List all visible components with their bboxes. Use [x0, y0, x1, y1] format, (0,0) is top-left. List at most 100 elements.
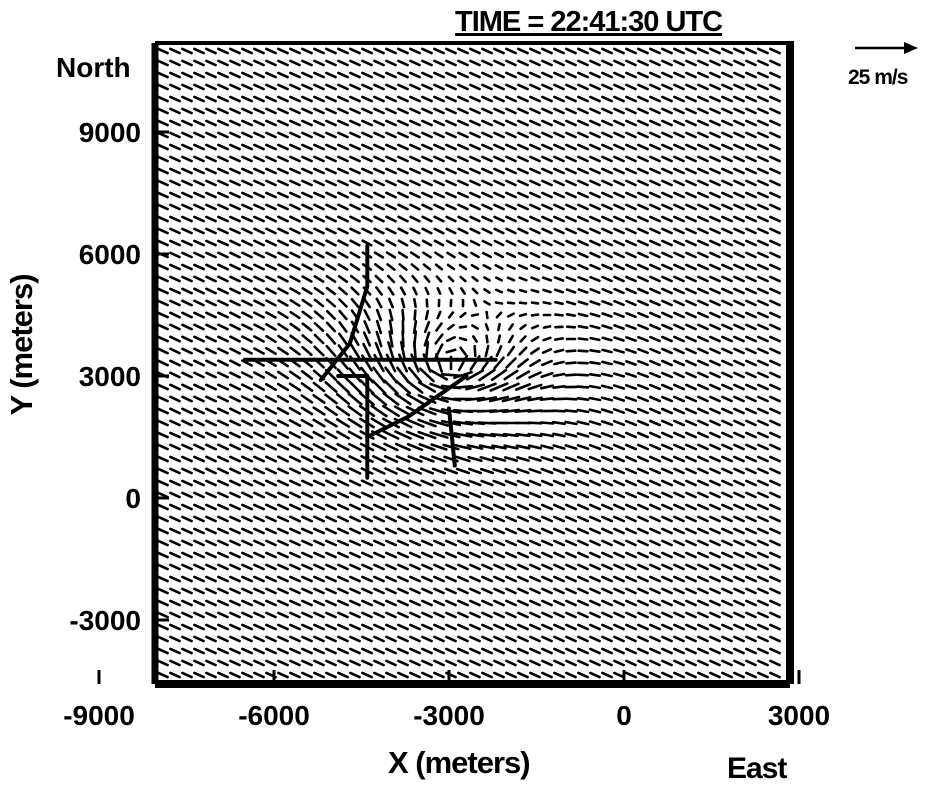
wind-vector	[205, 347, 217, 355]
wind-vector	[301, 563, 313, 571]
wind-vector	[564, 409, 578, 413]
wind-vector	[697, 203, 709, 211]
wind-vector	[601, 71, 613, 79]
wind-vector	[769, 239, 781, 247]
wind-vector	[301, 539, 313, 547]
wind-vector	[229, 599, 241, 607]
wind-vector	[193, 515, 205, 523]
wind-vector	[456, 479, 470, 487]
wind-vector	[445, 587, 457, 595]
wind-vector	[157, 263, 169, 271]
wind-vector	[397, 131, 409, 139]
wind-vector	[265, 239, 277, 247]
wind-vector	[577, 119, 589, 127]
wind-vector	[636, 455, 650, 463]
wind-vector	[455, 467, 471, 475]
wind-vector	[169, 227, 181, 235]
wind-vector	[649, 251, 661, 259]
wind-vector	[661, 95, 673, 103]
wind-vector	[769, 455, 781, 463]
wind-vector	[588, 396, 602, 402]
wind-vector	[733, 599, 745, 607]
wind-vector	[564, 503, 578, 511]
wind-vector	[325, 227, 337, 235]
wind-vector	[469, 599, 481, 607]
wind-vector	[434, 263, 444, 271]
wind-vector	[697, 131, 709, 139]
wind-vector	[660, 371, 674, 379]
wind-vector	[589, 119, 601, 127]
wind-vector	[288, 370, 302, 380]
wind-vector	[684, 431, 698, 439]
wind-vector	[337, 263, 349, 271]
wind-vector	[217, 563, 229, 571]
wind-vector	[541, 191, 553, 199]
wind-vector	[300, 467, 314, 475]
wind-vector	[181, 419, 193, 427]
wind-vector	[769, 563, 781, 571]
wind-vector	[157, 575, 169, 583]
wind-vector	[553, 551, 565, 559]
wind-vector	[421, 59, 433, 67]
wind-vector	[529, 575, 541, 583]
wind-vector	[565, 276, 577, 282]
wind-vector	[613, 95, 625, 103]
wind-vector	[456, 503, 470, 511]
wind-vector	[601, 251, 613, 259]
wind-vector	[385, 191, 397, 199]
wind-vector	[349, 179, 361, 187]
wind-vector	[709, 407, 721, 415]
wind-vector	[348, 527, 362, 535]
wind-vector	[589, 47, 601, 55]
wind-vector	[193, 191, 205, 199]
wind-vector	[349, 191, 361, 199]
wind-vector	[576, 455, 590, 463]
wind-vector	[612, 431, 626, 439]
wind-vector	[418, 443, 436, 451]
wind-vector	[457, 203, 469, 211]
wind-vector	[769, 407, 781, 415]
wind-vector	[372, 539, 386, 547]
wind-vector	[540, 515, 554, 523]
wind-vector	[637, 551, 649, 559]
wind-vector	[661, 227, 673, 235]
wind-vector	[769, 227, 781, 235]
wind-vector	[169, 671, 181, 679]
wind-vector	[313, 59, 325, 67]
wind-vector	[181, 107, 193, 115]
wind-vector	[181, 587, 193, 595]
wind-vector	[697, 335, 709, 343]
wind-vector	[423, 275, 431, 283]
wind-vector	[721, 203, 733, 211]
wind-vector	[757, 215, 769, 223]
wind-vector	[745, 359, 757, 367]
wind-vector	[408, 479, 422, 487]
wind-vector	[338, 332, 348, 346]
wind-vector	[181, 395, 193, 403]
wind-vector	[313, 575, 325, 583]
wind-vector	[697, 119, 709, 127]
wind-vector	[253, 635, 265, 643]
wind-vector	[697, 611, 709, 619]
wind-vector	[205, 455, 217, 463]
wind-vector	[373, 191, 385, 199]
wind-vector	[382, 392, 400, 406]
wind-vector	[205, 419, 217, 427]
wind-vector	[312, 455, 326, 463]
wind-vector	[205, 275, 217, 283]
wind-vector	[697, 575, 709, 583]
wind-vector	[348, 515, 362, 523]
wind-vector	[564, 527, 578, 535]
wind-vector	[649, 119, 661, 127]
wind-vector	[217, 107, 229, 115]
wind-vector	[253, 59, 265, 67]
wind-vector	[253, 275, 265, 283]
wind-vector	[169, 179, 181, 187]
wind-vector	[530, 313, 540, 317]
wind-vector	[397, 191, 409, 199]
wind-vector	[385, 659, 397, 667]
wind-vector	[553, 119, 565, 127]
wind-vector	[337, 575, 349, 583]
wind-vector	[193, 455, 205, 463]
wind-vector	[229, 371, 241, 379]
